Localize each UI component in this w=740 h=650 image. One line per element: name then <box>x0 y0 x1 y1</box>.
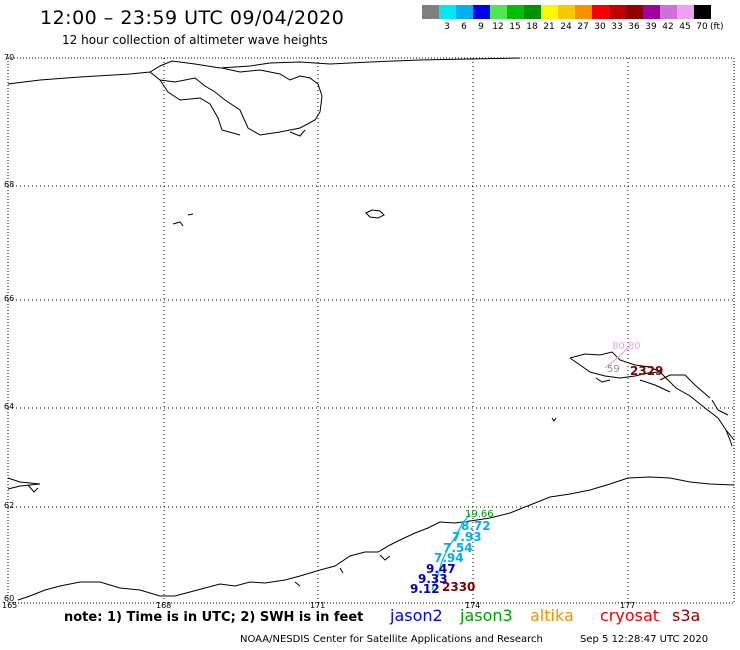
legend-swatch <box>490 5 507 19</box>
wave-height-value: 8.72 <box>461 519 491 533</box>
legend-swatch <box>660 5 677 19</box>
latitude-label: 70 <box>4 53 15 62</box>
latitude-label: 62 <box>4 501 15 510</box>
legend-label: 45 <box>679 22 691 32</box>
legend-label: 27 <box>577 22 589 32</box>
legend-label: 6 <box>461 22 467 32</box>
longitude-label: 168 <box>156 601 172 610</box>
wave-height-value: 7.54 <box>443 541 473 555</box>
legend-label: 24 <box>560 22 572 32</box>
longitude-label: 165 <box>2 601 18 610</box>
legend-swatch <box>575 5 592 19</box>
legend-label: 42 <box>662 22 674 32</box>
satellite-name: jason2 <box>390 606 443 625</box>
legend-swatch <box>558 5 575 19</box>
legend-label: 9 <box>478 22 484 32</box>
latitude-label: 64 <box>4 402 15 411</box>
legend-label: 39 <box>645 22 657 32</box>
timestamp-text: Sep 5 12:28:47 UTC 2020 <box>580 634 709 645</box>
wave-height-value: 9.12 <box>410 582 440 596</box>
legend-swatch <box>507 5 524 19</box>
legend-swatch <box>422 5 439 19</box>
legend-label: 3 <box>444 22 450 32</box>
wave-height-value: 2330 <box>442 580 476 594</box>
longitude-label: 171 <box>310 601 326 610</box>
legend-label: 15 <box>509 22 521 32</box>
wave-height-value: 7.93 <box>452 530 482 544</box>
legend-swatch <box>677 5 694 19</box>
satellite-name: cryosat <box>600 606 660 625</box>
page-subtitle: 12 hour collection of altimeter wave hei… <box>62 33 328 47</box>
latitude-label: 60 <box>4 594 15 603</box>
graticule <box>8 58 734 603</box>
credit-text: NOAA/NESDIS Center for Satellite Applica… <box>240 634 543 645</box>
legend-swatch <box>592 5 609 19</box>
legend-swatch <box>524 5 541 19</box>
legend-swatch <box>626 5 643 19</box>
page-title: 12:00 – 23:59 UTC 09/04/2020 <box>40 7 345 29</box>
wave-height-value: 59 <box>607 364 620 375</box>
legend-swatch <box>473 5 490 19</box>
satellite-name: s3a <box>672 606 701 625</box>
legend-swatch <box>694 5 711 19</box>
wave-height-value: 80.80 <box>612 341 641 352</box>
legend-label: 12 <box>492 22 504 32</box>
legend-label: 18 <box>526 22 538 32</box>
legend-label: 21 <box>543 22 555 32</box>
coastlines <box>7 57 735 601</box>
wave-height-value: 19.66 <box>465 509 494 520</box>
legend-swatch <box>456 5 473 19</box>
legend-swatch <box>439 5 456 19</box>
note-text: note: 1) Time is in UTC; 2) SWH is in fe… <box>64 610 364 625</box>
legend-swatch <box>541 5 558 19</box>
latitude-label: 68 <box>4 180 15 189</box>
legend-label: 33 <box>611 22 623 32</box>
wave-height-value: 9.33 <box>418 572 448 586</box>
legend-label: 30 <box>594 22 606 32</box>
satellite-name: altika <box>530 606 574 625</box>
map-frame <box>7 57 735 604</box>
wave-height-value: 9.47 <box>426 562 456 576</box>
legend-label: 36 <box>628 22 640 32</box>
longitude-label: 174 <box>465 601 481 610</box>
satellite-name: jason3 <box>460 606 513 625</box>
legend-swatch <box>609 5 626 19</box>
legend-unit: (ft) <box>710 22 724 32</box>
wave-height-tracks <box>431 347 629 591</box>
legend-label: 70 <box>696 22 708 32</box>
wave-height-value: 7.94 <box>434 551 464 565</box>
wave-height-value: 2329 <box>630 364 664 378</box>
legend-swatch <box>643 5 660 19</box>
latitude-label: 66 <box>4 294 15 303</box>
longitude-label: 177 <box>620 601 636 610</box>
